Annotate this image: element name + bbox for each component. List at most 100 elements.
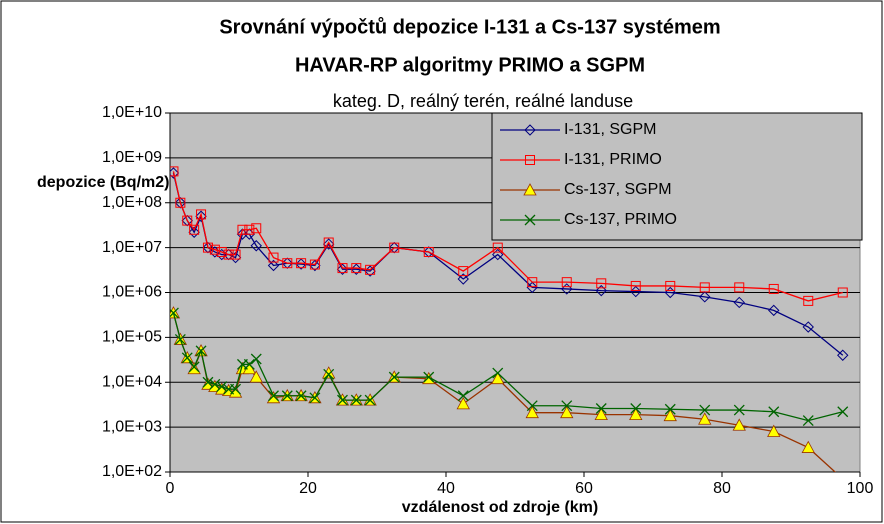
marker [525, 405, 539, 419]
marker [803, 295, 814, 306]
y-axis-label: depozice (Bq/m2) [37, 174, 169, 191]
marker [181, 214, 193, 227]
marker [664, 403, 676, 415]
marker [267, 259, 280, 272]
marker [295, 258, 307, 270]
marker [196, 209, 207, 220]
legend-marker [523, 183, 537, 196]
marker [322, 366, 336, 379]
marker [230, 249, 241, 260]
marker [596, 278, 607, 289]
marker [837, 406, 849, 418]
marker [698, 412, 712, 425]
marker [733, 296, 745, 309]
marker [768, 283, 779, 294]
marker [323, 368, 335, 380]
marker [351, 263, 362, 274]
marker [665, 280, 676, 291]
marker [237, 224, 248, 235]
marker [182, 215, 193, 226]
chart-title: Srovnání výpočtů depozice I-131 a Cs-137… [219, 16, 720, 38]
marker [229, 251, 242, 264]
marker [195, 210, 207, 222]
y-tick-label: 1,0E+06 [102, 284, 162, 301]
marker [456, 397, 470, 410]
marker [492, 367, 504, 379]
legend-marker [524, 124, 536, 136]
chart-subtitle: kateg. D, reálný terén, reálné landuse [333, 91, 633, 111]
marker [188, 361, 200, 373]
marker [309, 259, 320, 270]
y-tick-label: 1,0E+09 [102, 149, 162, 166]
marker [209, 378, 221, 390]
marker [630, 403, 642, 414]
x-tick-label: 40 [437, 480, 455, 497]
marker [309, 392, 321, 404]
marker [491, 371, 505, 385]
marker [189, 224, 200, 235]
marker [364, 394, 376, 406]
x-tick-label: 60 [575, 480, 593, 497]
marker [699, 291, 711, 303]
marker [767, 424, 781, 437]
marker [268, 252, 279, 263]
y-tick-label: 1,0E+02 [102, 463, 162, 480]
marker [174, 333, 186, 345]
marker [492, 242, 503, 253]
marker [561, 283, 573, 295]
marker [561, 277, 572, 288]
marker [337, 394, 348, 406]
legend-label: I-131, PRIMO [564, 151, 662, 168]
marker [768, 304, 780, 317]
y-tick-label: 1,0E+03 [102, 418, 162, 435]
series-layer [170, 166, 849, 472]
marker [595, 403, 607, 414]
marker [526, 400, 538, 412]
marker [492, 248, 504, 261]
x-tick-label: 20 [299, 480, 317, 497]
marker [699, 282, 710, 293]
marker [457, 273, 469, 285]
marker [595, 284, 607, 297]
marker [216, 381, 228, 393]
y-tick-label: 1,0E+07 [102, 239, 162, 256]
marker [458, 266, 469, 277]
y-tick-label: 1,0E+04 [102, 373, 162, 390]
marker [801, 440, 815, 453]
marker [170, 166, 179, 177]
y-tick-label: 1,0E+05 [102, 329, 162, 346]
marker [268, 390, 279, 402]
marker [630, 285, 642, 298]
chart-title-line2: HAVAR-RP algoritmy PRIMO a SGPM [295, 54, 645, 76]
marker [281, 390, 293, 402]
x-tick-label: 80 [713, 480, 731, 497]
marker [527, 277, 538, 288]
marker [457, 390, 469, 402]
marker [202, 376, 214, 388]
marker [663, 408, 677, 422]
marker [322, 238, 335, 250]
marker [699, 404, 711, 416]
marker [195, 345, 207, 357]
marker [734, 282, 745, 293]
legend-marker [524, 214, 536, 226]
y-tick-label: 1,0E+10 [102, 104, 162, 121]
marker [732, 418, 746, 431]
marker [250, 353, 262, 365]
marker [223, 249, 234, 260]
marker [526, 281, 538, 294]
marker [561, 400, 573, 412]
marker [560, 405, 574, 419]
x-tick-label: 100 [847, 480, 874, 497]
marker [423, 371, 435, 383]
marker [170, 167, 180, 179]
marker [250, 240, 262, 252]
legend-label: Cs-137, SGPM [564, 181, 672, 198]
marker [244, 224, 255, 235]
marker [251, 223, 262, 234]
marker [170, 307, 179, 319]
legend-label: Cs-137, PRIMO [564, 211, 677, 228]
marker [594, 407, 608, 421]
marker [802, 415, 814, 427]
